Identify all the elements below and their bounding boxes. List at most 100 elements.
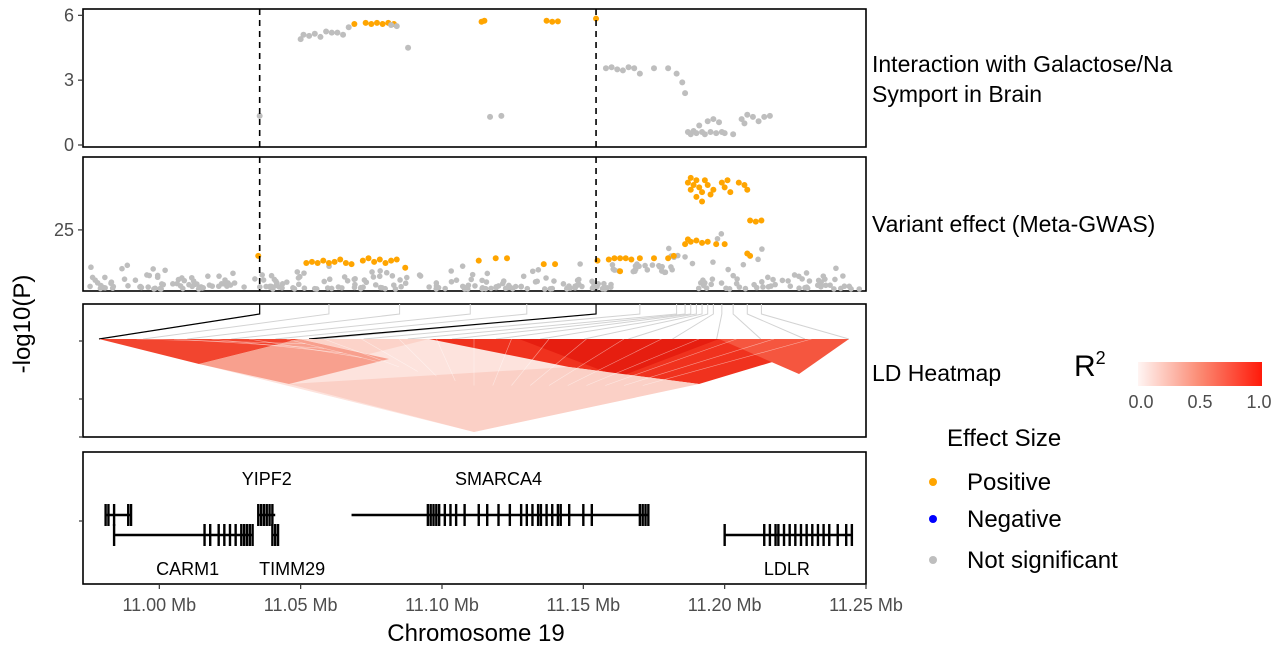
gene-exon — [582, 504, 585, 526]
ld-grid-line — [436, 338, 456, 381]
panel2-ns-point — [484, 270, 491, 277]
gene-exon — [777, 524, 780, 546]
panel2-ns-point — [448, 268, 455, 274]
panel1-point — [755, 118, 762, 125]
panel2-positive-point — [622, 255, 629, 262]
panel2-ns-point — [132, 277, 139, 284]
panel2-ns-point — [802, 284, 808, 291]
panel2-ns-point — [313, 286, 320, 292]
gene-exon — [477, 504, 480, 526]
panel2-positive-point — [758, 217, 765, 224]
panel2-ns-point — [840, 273, 846, 279]
panel2-positive-point — [342, 260, 349, 266]
gene-exon — [463, 504, 466, 526]
panel2-ns-point — [241, 284, 247, 290]
gene-exon — [788, 524, 791, 546]
x-tick-label: 11.00 Mb — [122, 595, 196, 615]
panel2-positive-point — [744, 186, 751, 193]
panel-frames — [82, 8, 867, 585]
ld-grid-line — [511, 338, 550, 386]
panel2-ns-point — [710, 259, 716, 265]
gene-exon — [129, 504, 133, 526]
panel2-ns-point — [109, 285, 116, 292]
panel1-point — [388, 22, 395, 29]
panel2-ns-point — [296, 273, 303, 280]
panel2-ns-point — [326, 276, 333, 283]
panel2-positive-point — [617, 268, 624, 275]
ld-block-lower — [289, 367, 699, 432]
panel2-ns-point — [145, 284, 151, 290]
panel2-ns-point — [820, 273, 827, 279]
ld-block-right-edge — [719, 339, 849, 374]
panel2-positive-point — [693, 193, 700, 200]
r2-legend-title: R2 — [1074, 348, 1106, 383]
panel2-positive-point — [721, 241, 728, 248]
gene-exon — [811, 524, 814, 546]
panel2-ns-point — [403, 274, 410, 281]
panel2-ns-point — [339, 285, 345, 291]
ld-grid-line — [586, 338, 700, 386]
panel-label-gwas: Variant effect (Meta-GWAS) — [872, 211, 1155, 237]
panel1-point — [393, 23, 400, 30]
panel2-ns-point — [435, 284, 442, 291]
panel2-ns-point — [257, 284, 263, 290]
panel2-ns-point — [770, 276, 776, 283]
panel1-point — [749, 113, 756, 120]
panel1-point — [368, 20, 375, 27]
panel-label-interaction-line2: Symport in Brain — [872, 81, 1042, 107]
x-tick-label: 11.10 Mb — [405, 595, 479, 615]
panel2-positive-point — [747, 252, 754, 259]
ld-connector-line — [760, 304, 850, 340]
plot-marks: 11.00 Mb 11.05 Mb 11.10 Mb 11.15 Mb 11.20 Mb… — [54, 5, 903, 615]
panel2-ns-point — [377, 284, 384, 291]
gene-exon — [240, 524, 243, 546]
panel2-positive-point — [331, 258, 338, 265]
panel2-ns-point — [119, 265, 125, 272]
panel2-ns-point — [701, 280, 708, 286]
panel2-ns-point — [87, 283, 93, 290]
panel2-ns-point — [389, 273, 396, 279]
panel2-positive-point — [718, 179, 725, 186]
gene-exon — [539, 504, 543, 526]
ld-block-light — [299, 339, 429, 354]
gene-exon — [257, 504, 260, 526]
panel2-ns-point — [369, 269, 375, 275]
panel2-ns-point — [397, 277, 403, 283]
panel2-ns-point — [759, 279, 765, 285]
ld-connector-line — [407, 304, 678, 340]
gene-exon — [850, 524, 854, 546]
panel2-positive-point — [693, 177, 700, 184]
panel2-ns-point — [195, 286, 202, 292]
panel2-ns-point — [543, 275, 549, 281]
panel2-ns-point — [190, 278, 197, 284]
panel2-ns-point — [260, 277, 267, 283]
panel2-ns-point — [576, 281, 582, 288]
ld-connector-line — [672, 304, 714, 340]
panel1-point — [362, 19, 369, 26]
panel1-point — [256, 112, 263, 119]
ld-connector-line — [451, 304, 686, 340]
ld-connector-line — [732, 304, 762, 340]
panel2-positive-point — [314, 260, 321, 266]
panel2-ns-point — [803, 270, 810, 276]
panel2-positive-point — [741, 182, 748, 188]
gene-exon — [245, 524, 249, 546]
panel2-positive-point — [687, 186, 694, 193]
gene-exon — [432, 504, 435, 526]
ld-block-right-core — [519, 339, 719, 377]
panel2-ns-point — [479, 284, 486, 291]
panel2-positive-point — [682, 241, 689, 248]
panel1-point — [614, 66, 621, 73]
panel2-ns-point — [827, 282, 833, 289]
panel2-positive-point — [699, 189, 706, 196]
panel2-ns-point — [181, 277, 188, 284]
panel2-ns-point — [791, 272, 798, 278]
panel-label-ld: LD Heatmap — [872, 360, 1001, 386]
panel-frame-1 — [82, 8, 867, 148]
panel1-y-tick-label: 3 — [64, 70, 74, 90]
ld-grid-line — [361, 338, 418, 372]
ld-grid-line — [492, 338, 512, 386]
gene-exon — [816, 524, 820, 546]
panel2-positive-point — [348, 261, 355, 268]
